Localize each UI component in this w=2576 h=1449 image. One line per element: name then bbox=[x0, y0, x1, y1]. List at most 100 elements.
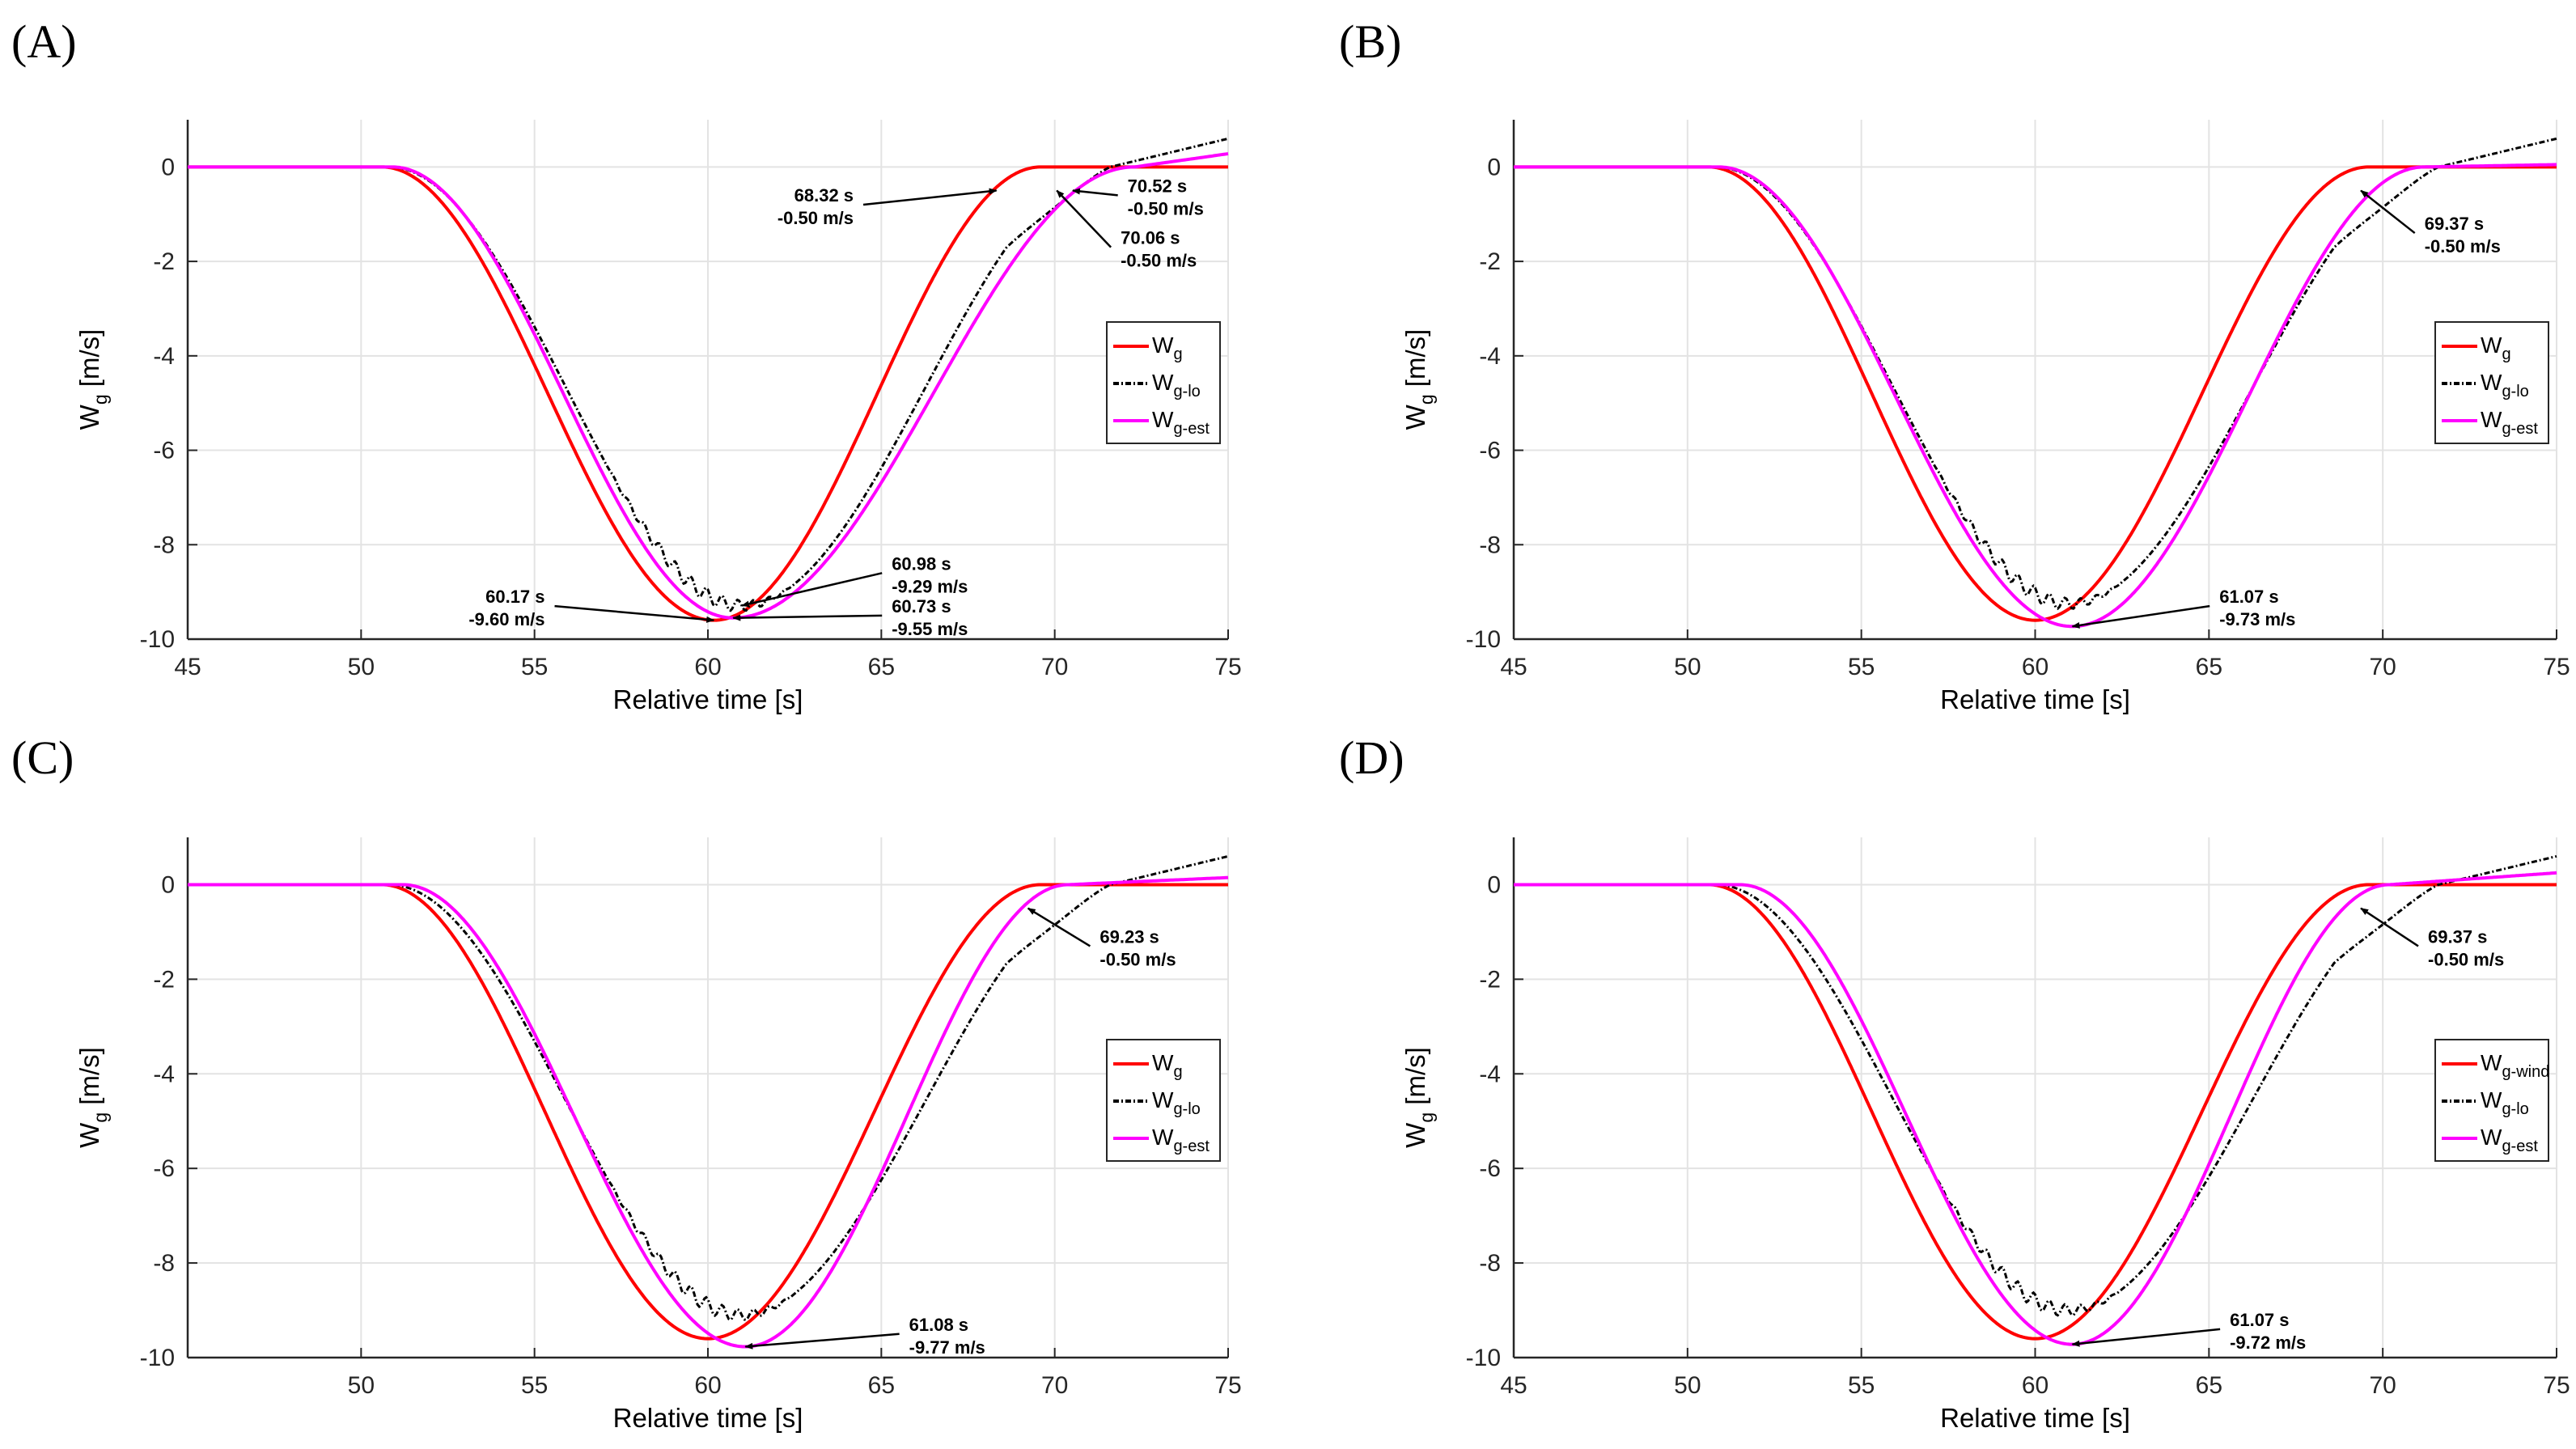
series-wg-est-line bbox=[188, 152, 1229, 620]
y-tick-label: 0 bbox=[1487, 871, 1501, 898]
annotation-time: 61.07 s bbox=[2219, 587, 2278, 607]
annotation-time: 70.06 s bbox=[1121, 228, 1180, 248]
legend-entry: Wg-est bbox=[2481, 1125, 2538, 1155]
x-tick-label: 75 bbox=[1214, 1372, 1241, 1399]
y-tick-label: -2 bbox=[1479, 248, 1501, 275]
y-tick-label: -2 bbox=[153, 966, 175, 993]
annotation-arrow bbox=[1056, 189, 1112, 248]
legend-entry: Wg bbox=[1152, 333, 1183, 363]
legend-entry: Wg-lo bbox=[1152, 1087, 1201, 1118]
x-tick-label: 50 bbox=[1674, 654, 1701, 680]
y-tick-label: -8 bbox=[153, 532, 175, 558]
legend-entry: Wg-wind bbox=[2481, 1050, 2549, 1081]
y-tick-label: -6 bbox=[1479, 438, 1501, 464]
y-tick-label: 0 bbox=[1487, 154, 1501, 180]
x-axis-label: Relative time [s] bbox=[1940, 1403, 2130, 1433]
annotation-value: -9.29 m/s bbox=[892, 576, 968, 596]
x-tick-label: 60 bbox=[2022, 1372, 2049, 1399]
x-tick-label: 75 bbox=[2543, 1372, 2570, 1399]
series-wg-est-line bbox=[188, 875, 1229, 1349]
y-tick-label: -4 bbox=[153, 343, 175, 370]
series-wg-est-line bbox=[1514, 871, 2557, 1346]
y-tick-label: -4 bbox=[1479, 343, 1501, 370]
annotation-arrow bbox=[744, 1332, 900, 1349]
annotation-value: -0.50 m/s bbox=[2428, 949, 2504, 969]
annotation-arrow bbox=[2071, 604, 2210, 629]
x-tick-label: 75 bbox=[2543, 654, 2570, 680]
x-axis-label: Relative time [s] bbox=[613, 684, 803, 714]
legend-entry: Wg-lo bbox=[1152, 370, 1201, 400]
annotation-time: 60.73 s bbox=[892, 596, 951, 616]
panel-label-b: (B) bbox=[1339, 15, 1402, 68]
annotation-value: -0.50 m/s bbox=[1128, 198, 1204, 218]
annotation-value: -9.73 m/s bbox=[2219, 609, 2295, 629]
y-tick-label: -4 bbox=[153, 1061, 175, 1087]
x-tick-label: 55 bbox=[521, 1372, 548, 1399]
y-tick-label: -6 bbox=[153, 1155, 175, 1182]
annotation-arrow bbox=[2360, 907, 2419, 947]
y-axis-label: Wg [m/s] bbox=[74, 1047, 111, 1148]
y-axis-label: Wg [m/s] bbox=[74, 329, 111, 430]
annotation-value: -9.72 m/s bbox=[2230, 1332, 2306, 1353]
x-tick-label: 50 bbox=[1674, 1372, 1701, 1399]
annotation-time: 60.98 s bbox=[892, 553, 951, 574]
y-tick-label: -6 bbox=[153, 438, 175, 464]
annotation-time: 61.08 s bbox=[909, 1315, 968, 1335]
y-tick-label: -10 bbox=[140, 626, 175, 653]
annotation-value: -9.55 m/s bbox=[892, 619, 968, 639]
chart-panel-c: 50 55 60 65 70 75 0 -2 -4 -6 -8 -10 Relative time [s… bbox=[74, 837, 1242, 1433]
annotation-arrow bbox=[2071, 1328, 2221, 1347]
x-tick-label: 70 bbox=[2369, 654, 2396, 680]
annotation-value: -9.60 m/s bbox=[468, 609, 544, 629]
annotation-time: 60.17 s bbox=[485, 587, 544, 607]
legend-entry: Wg-est bbox=[2481, 407, 2538, 438]
y-tick-label: 0 bbox=[161, 154, 175, 180]
x-tick-label: 65 bbox=[868, 1372, 895, 1399]
legend-entry: Wg bbox=[1152, 1050, 1183, 1081]
x-axis-label: Relative time [s] bbox=[613, 1403, 803, 1433]
annotation-time: 61.07 s bbox=[2230, 1310, 2289, 1330]
x-tick-label: 50 bbox=[348, 654, 375, 680]
panel-label-c: (C) bbox=[11, 731, 74, 784]
annotation-arrow bbox=[1027, 907, 1091, 947]
legend-entry: Wg-est bbox=[1152, 407, 1210, 438]
x-tick-label: 75 bbox=[1214, 654, 1241, 680]
y-tick-label: -10 bbox=[1466, 626, 1501, 653]
panel-label-d: (D) bbox=[1339, 731, 1405, 784]
annotation-arrow bbox=[2360, 189, 2416, 235]
panel-label-a: (A) bbox=[11, 15, 77, 68]
x-tick-label: 65 bbox=[868, 654, 895, 680]
x-tick-label: 55 bbox=[521, 654, 548, 680]
x-tick-label: 60 bbox=[694, 654, 721, 680]
x-axis-label: Relative time [s] bbox=[1940, 684, 2130, 714]
annotation-arrow bbox=[862, 188, 998, 206]
annotation-arrow bbox=[741, 572, 883, 608]
y-tick-label: -10 bbox=[1466, 1345, 1501, 1371]
x-tick-label: 55 bbox=[1848, 1372, 1875, 1399]
y-tick-label: -2 bbox=[1479, 966, 1501, 993]
legend-entry: Wg bbox=[2481, 333, 2511, 363]
x-tick-label: 65 bbox=[2196, 654, 2222, 680]
y-tick-label: -6 bbox=[1479, 1155, 1501, 1182]
annotation-arrow bbox=[554, 604, 715, 623]
y-tick-label: -8 bbox=[153, 1250, 175, 1277]
x-tick-label: 45 bbox=[174, 654, 201, 680]
annotation-time: 69.37 s bbox=[2425, 214, 2484, 234]
annotation-arrow bbox=[732, 614, 883, 621]
y-tick-label: -4 bbox=[1479, 1061, 1501, 1087]
y-tick-label: -10 bbox=[140, 1345, 175, 1371]
annotation-value: -0.50 m/s bbox=[1099, 949, 1176, 969]
annotation-value: -9.77 m/s bbox=[909, 1337, 985, 1358]
y-tick-label: 0 bbox=[161, 871, 175, 898]
annotation-arrow bbox=[1071, 188, 1118, 197]
annotation-value: -0.50 m/s bbox=[777, 208, 854, 228]
annotation-time: 69.37 s bbox=[2428, 926, 2487, 947]
annotation-value: -0.50 m/s bbox=[2425, 236, 2501, 256]
x-tick-label: 45 bbox=[1500, 1372, 1527, 1399]
y-axis-label: Wg [m/s] bbox=[1400, 1047, 1437, 1148]
chart-panel-b: 45 50 55 60 65 70 75 0 -2 -4 -6 -8 -10 Relative time … bbox=[1400, 120, 2570, 714]
x-tick-label: 70 bbox=[2369, 1372, 2396, 1399]
y-tick-label: -8 bbox=[1479, 532, 1501, 558]
y-tick-label: -2 bbox=[153, 248, 175, 275]
